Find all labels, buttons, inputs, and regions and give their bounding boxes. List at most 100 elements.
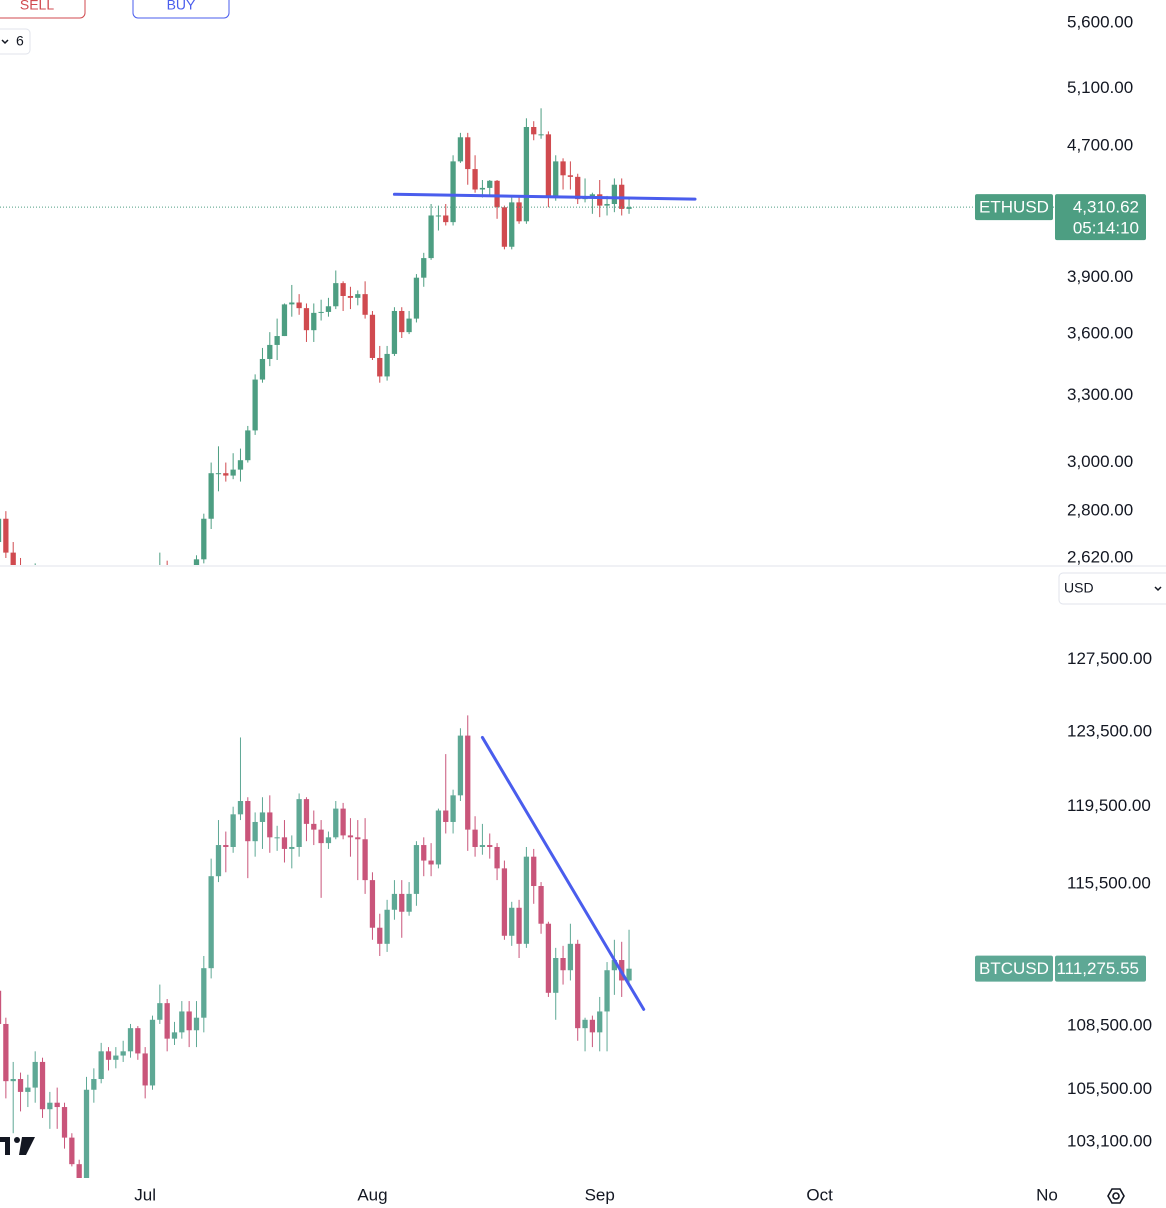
candle-body: [84, 617, 89, 672]
candle-body: [333, 283, 339, 307]
candle-body: [435, 215, 442, 217]
candle-body: [223, 845, 229, 847]
candle-body: [267, 344, 273, 359]
candle-body: [553, 958, 559, 993]
x-tick-label: Jul: [134, 1185, 156, 1204]
candle-body: [325, 306, 332, 312]
candle-body: [355, 837, 361, 840]
y-tick-label: 3,000.00: [1067, 452, 1133, 471]
candle-body: [54, 1102, 60, 1108]
y-tick-label: 3,300.00: [1067, 385, 1133, 404]
candle-body: [582, 1019, 588, 1029]
candle-body: [17, 1079, 24, 1092]
sell-label: SELL: [20, 0, 54, 13]
y-tick-label: 3,600.00: [1067, 324, 1133, 343]
candle-body: [553, 161, 559, 196]
candle-body: [406, 318, 412, 333]
sell-button[interactable]: [0, 0, 86, 19]
candle-body: [494, 846, 500, 869]
candle-body: [172, 587, 177, 588]
candle-body: [186, 1011, 192, 1031]
candle-body: [215, 473, 222, 475]
candle-body: [69, 1137, 75, 1165]
price-label: 4,310.62: [1073, 198, 1139, 217]
candle-body: [237, 460, 244, 470]
currency-label: USD: [1064, 580, 1094, 596]
candle-body: [289, 846, 295, 849]
candle-body: [164, 1003, 170, 1039]
settings-icon[interactable]: [1107, 1188, 1125, 1204]
candle-body: [91, 1079, 97, 1090]
candle-body: [516, 907, 522, 944]
candle-body: [135, 1028, 141, 1054]
price-box: [1055, 194, 1146, 241]
candle-body: [399, 893, 405, 912]
buy-button[interactable]: [132, 0, 230, 19]
candle-body: [399, 310, 405, 333]
candle-body: [516, 202, 522, 222]
candle-body: [296, 302, 302, 309]
candle-body: [604, 203, 610, 206]
candle-body: [245, 801, 251, 842]
candle-body: [25, 1087, 31, 1092]
y-tick-label: 105,500.00: [1067, 1079, 1152, 1098]
candle-body: [47, 584, 52, 588]
candle-body: [318, 311, 324, 313]
chevron: [1154, 586, 1162, 592]
candle-body: [494, 180, 500, 208]
candle-body: [193, 1017, 200, 1031]
candle-body: [10, 552, 16, 565]
candle-body: [165, 566, 170, 588]
candle-body: [597, 194, 603, 206]
candle-body: [0, 518, 2, 543]
y-tick-label: 108,500.00: [1067, 1016, 1152, 1035]
candle-body: [201, 518, 207, 560]
chevron: [1, 39, 9, 45]
candle-body: [465, 137, 471, 170]
candle-body: [509, 202, 515, 247]
candle-body: [39, 1061, 46, 1110]
candle-body: [135, 591, 140, 595]
candle-body: [611, 184, 618, 204]
currency-select[interactable]: [1058, 572, 1166, 605]
y-tick-label: 5,600.00: [1067, 12, 1133, 31]
candle-body: [531, 856, 537, 887]
candle-body: [487, 845, 493, 847]
candle-body: [113, 612, 118, 615]
candle-body: [99, 605, 104, 614]
y-tick-label: 2,800.00: [1067, 501, 1133, 520]
candle-body: [377, 357, 383, 377]
candle-body: [509, 907, 515, 936]
x-tick-label: No: [1036, 1185, 1058, 1204]
candle-body: [391, 310, 398, 354]
interval-chip[interactable]: [0, 28, 31, 55]
candle-body: [55, 584, 60, 585]
candle-body: [0, 990, 2, 1024]
candle-body: [259, 358, 266, 380]
candle-body: [193, 559, 200, 565]
candle-body: [362, 839, 368, 881]
candle-body: [245, 430, 251, 461]
candle-body: [391, 893, 398, 910]
trendline: [480, 735, 646, 1011]
candle-body: [377, 927, 383, 944]
candle-body: [25, 578, 30, 582]
candle-body: [77, 665, 82, 671]
candle-body: [259, 812, 266, 822]
candle-body: [501, 207, 508, 247]
candle-body: [406, 893, 412, 912]
candle-body: [567, 943, 574, 971]
candle-body: [10, 1079, 16, 1082]
candle-body: [413, 845, 420, 894]
candle-body: [18, 569, 23, 583]
candle-body: [575, 943, 581, 1029]
candle-body: [443, 215, 449, 223]
candle-body: [311, 312, 317, 331]
candle-body: [369, 880, 376, 928]
candle-body: [604, 970, 610, 1012]
price-label: 111,275.55: [1056, 959, 1139, 978]
candle-body: [3, 1023, 9, 1082]
candle-body: [443, 810, 449, 822]
candle-body: [472, 829, 478, 847]
candle-body: [611, 960, 618, 971]
